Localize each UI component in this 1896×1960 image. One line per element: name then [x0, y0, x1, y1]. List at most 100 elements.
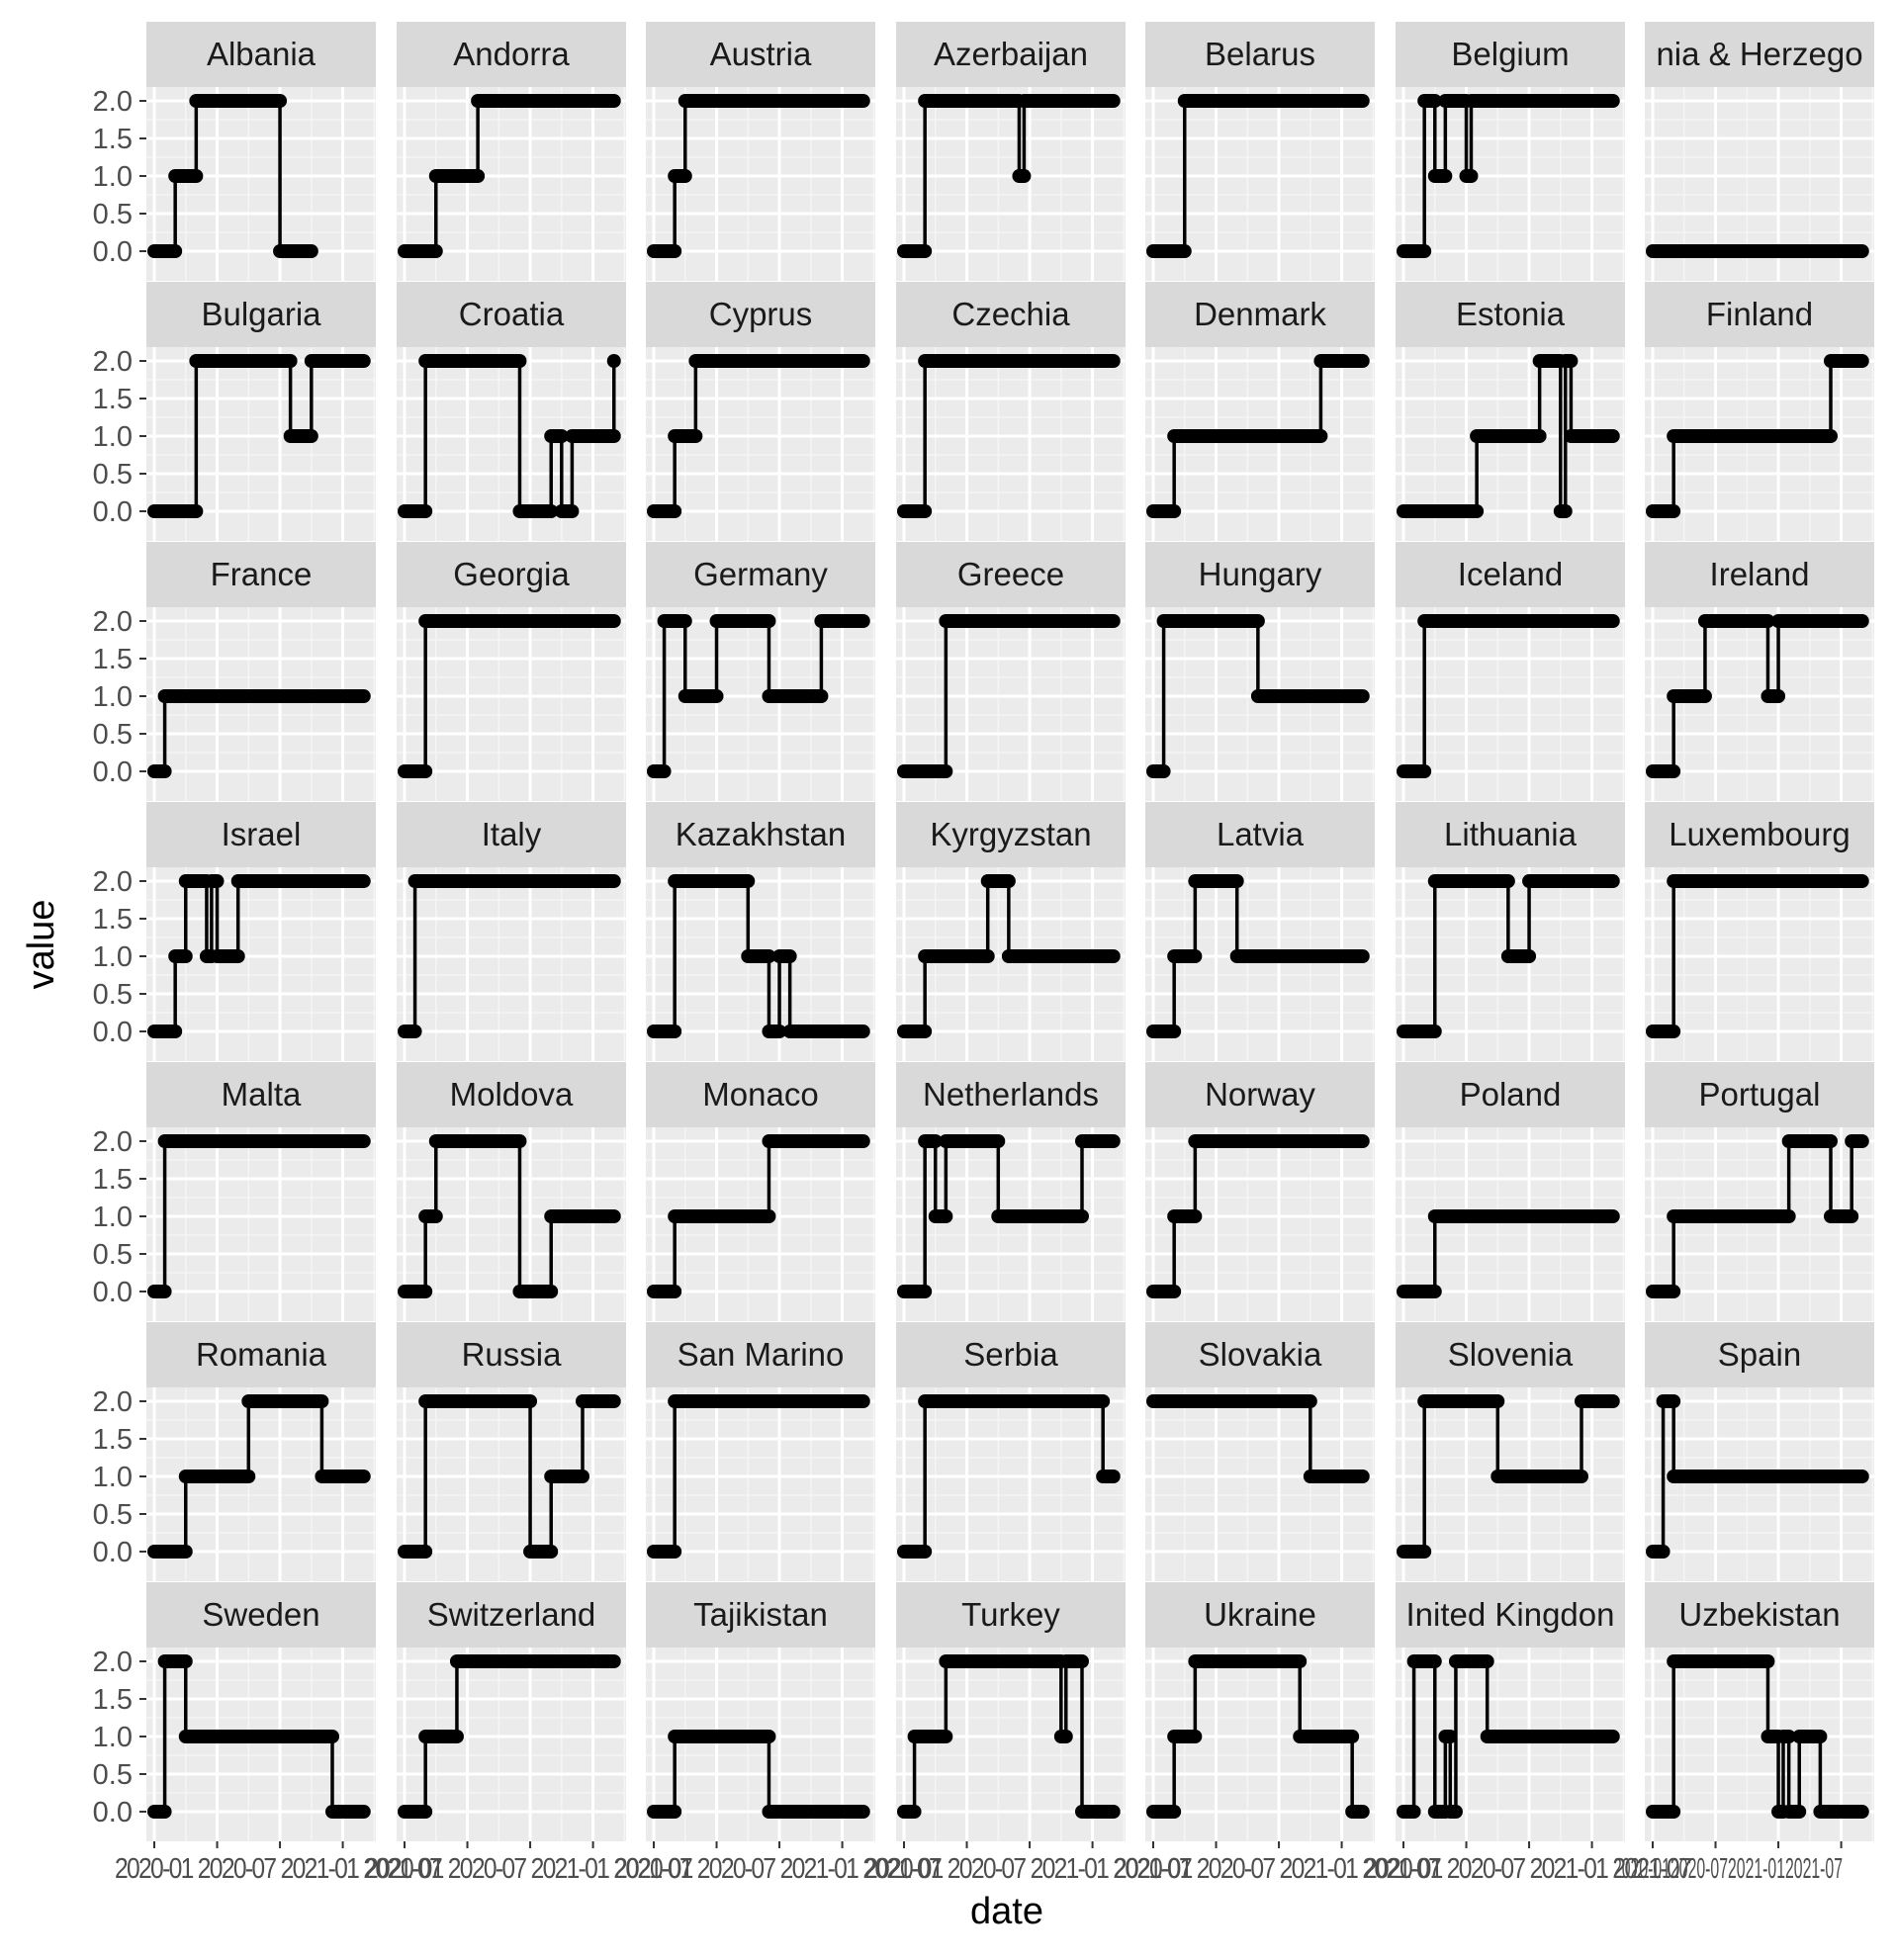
facet-label: Slovenia: [1448, 1336, 1574, 1373]
facet-strip: [896, 1322, 1126, 1387]
facet-label: Czechia: [951, 296, 1070, 332]
facet-panel: Belgium: [1396, 22, 1625, 281]
facet-strip: [1396, 802, 1625, 867]
y-tick-label: 0.5: [93, 719, 133, 751]
facet-label: Inited Kingdon: [1405, 1596, 1614, 1633]
y-tick-label: 2.0: [93, 606, 133, 638]
facet-panel: Belarus: [1145, 22, 1375, 281]
y-tick-label: 1.0: [93, 1722, 133, 1753]
facet-label: Uzbekistan: [1678, 1596, 1840, 1633]
x-tick-labels: 2020-01 2020-07 2021-01 2021-07: [365, 1853, 692, 1885]
facet-label: Greece: [957, 556, 1064, 592]
facet-panel: Slovakia: [1145, 1322, 1375, 1581]
facet-strip: [896, 282, 1126, 347]
facet-label: Luxembourg: [1669, 816, 1850, 852]
facet-strip: [1145, 1582, 1375, 1648]
series-line: [1403, 99, 1613, 253]
facet-panel: Hungary: [1145, 542, 1375, 801]
facet-panel: Serbia: [896, 1322, 1126, 1581]
facet-label: Cyprus: [709, 296, 813, 332]
facet-strip: [1645, 542, 1874, 607]
facet-strip: [1396, 1062, 1625, 1127]
facet-label: Netherlands: [923, 1076, 1099, 1113]
y-tick-label: 2.0: [93, 1647, 133, 1678]
facet-panel: Inited Kingdon 2020-01 2020-07 2021-01 20…: [1364, 1582, 1693, 1885]
series-line: [1403, 879, 1613, 1033]
y-tick-label: 1.5: [93, 384, 133, 415]
facet-label: Monaco: [702, 1076, 818, 1113]
y-tick-label: 1.5: [93, 644, 133, 675]
facet-label: Lithuania: [1444, 816, 1578, 852]
facet-strip: [1396, 1582, 1625, 1648]
facet-panel: Cyprus: [646, 282, 875, 541]
facet-strip: [1645, 282, 1874, 347]
facet-panel: Turkey 2020-01 2020-07 2021-01 2021-07: [864, 1582, 1194, 1885]
y-tick-label: 0.5: [93, 979, 133, 1011]
facet-label: Russia: [462, 1336, 563, 1373]
facet-panel: Estonia: [1396, 282, 1625, 541]
facet-panel: Iceland: [1396, 542, 1625, 801]
facet-panel: Romania 0.0 0.5 1.0 1.5 2.0: [93, 1322, 376, 1581]
facet-label: Turkey: [961, 1596, 1060, 1633]
facet-strip: [1645, 802, 1874, 867]
facet-strip: [397, 802, 626, 867]
y-tick-label: 0.5: [93, 459, 133, 490]
facet-strip: [146, 542, 376, 607]
y-tick-label: 0.0: [93, 1797, 133, 1828]
facet-strip: [146, 1062, 376, 1127]
facet-strip: [646, 22, 875, 87]
series-line: [654, 879, 863, 1033]
x-tick-labels: 2020-01 2020-07 2021-01 2021-07: [1364, 1853, 1691, 1885]
facet-label: Portugal: [1699, 1076, 1821, 1113]
facet-label: France: [211, 556, 313, 592]
facet-strip: [146, 22, 376, 87]
facet-strip: [1645, 1582, 1874, 1648]
y-tick-label: 1.5: [93, 904, 133, 935]
facet-label: Estonia: [1456, 296, 1566, 332]
facet-strip: [146, 282, 376, 347]
y-tick-label: 1.5: [93, 1684, 133, 1716]
series-line: [154, 1399, 364, 1554]
facet-strip: [1145, 542, 1375, 607]
x-tick-labels: 2020-01 2020-07 2021-01 2021-07: [614, 1853, 942, 1885]
facet-label: Albania: [207, 36, 316, 72]
y-tick-label: 0.0: [93, 236, 133, 268]
facet-strip: [1645, 1322, 1874, 1387]
facet-strip: [397, 542, 626, 607]
facet-panel: Italy: [397, 802, 626, 1061]
facet-label: Romania: [196, 1336, 327, 1373]
y-tick-label: 2.0: [93, 1386, 133, 1418]
series-line: [904, 1659, 1114, 1814]
y-tick-label: 1.0: [93, 161, 133, 193]
facet-panel: San Marino: [646, 1322, 875, 1581]
facet-panel: Israel 0.0 0.5 1.0 1.5 2.0: [93, 802, 376, 1061]
facet-label: nia & Herzego: [1656, 36, 1862, 72]
facet-strip: [896, 802, 1126, 867]
facet-strip: [1645, 22, 1874, 87]
facet-label: Ukraine: [1204, 1596, 1316, 1633]
facet-label: Sweden: [202, 1596, 319, 1633]
facet-strip: [1145, 1062, 1375, 1127]
y-tick-label: 1.0: [93, 1462, 133, 1493]
y-tick-label: 2.0: [93, 1126, 133, 1158]
facet-strip: [397, 22, 626, 87]
facet-strip: [646, 1322, 875, 1387]
facet-panel: Lithuania: [1396, 802, 1625, 1061]
facet-strip: [146, 802, 376, 867]
facet-label: Italy: [482, 816, 542, 852]
facet-label: Israel: [222, 816, 302, 852]
facet-label: Belgium: [1451, 36, 1569, 72]
facet-label: Kyrgyzstan: [930, 816, 1091, 852]
x-axis-title: date: [970, 1891, 1043, 1932]
facet-panel: Kazakhstan: [646, 802, 875, 1061]
facet-strip: [397, 1322, 626, 1387]
facet-strip: [146, 1582, 376, 1648]
facet-panel: Switzerland 2020-01 2020-07 2021-01 2021-…: [365, 1582, 694, 1885]
y-tick-label: 2.0: [93, 866, 133, 898]
facet-strip: [1396, 1322, 1625, 1387]
facet-panel: Portugal: [1645, 1062, 1874, 1321]
x-tick-labels: 2020-012020-072021-012021-07: [1613, 1853, 1843, 1885]
facet-label: Finland: [1706, 296, 1813, 332]
facet-label: Spain: [1718, 1336, 1801, 1373]
facet-label: Moldova: [450, 1076, 574, 1113]
